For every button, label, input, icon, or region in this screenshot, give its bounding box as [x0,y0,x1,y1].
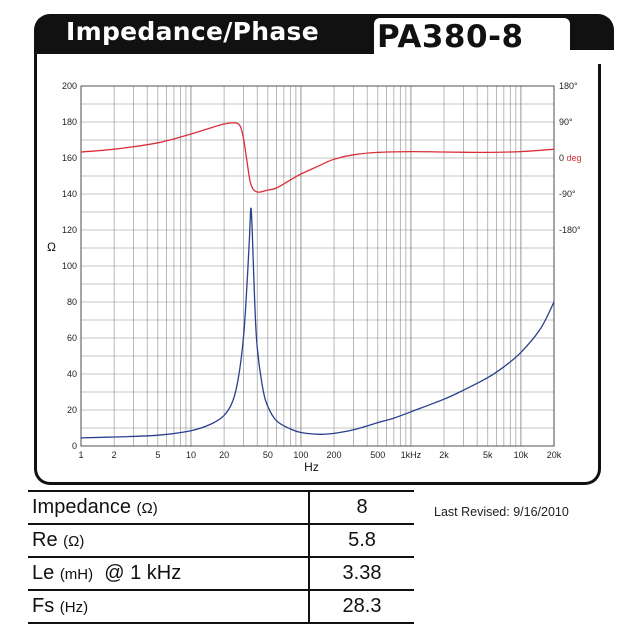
x-tick-label: 200 [327,450,342,460]
y2-tick-label: 180° [559,81,578,91]
y-tick-label: 140 [62,189,77,199]
x-tick-label: 5k [483,450,493,460]
y2-tick-unit: deg [564,153,582,163]
y-tick-label: 160 [62,153,77,163]
spec-row-fs: Fs (Hz) 28.3 [28,590,414,624]
x-tick-label: 2 [112,450,117,460]
spec-value: 8 [308,490,414,525]
spec-value: 5.8 [308,524,414,558]
y-tick-label: 20 [67,405,77,415]
x-tick-label: 10 [186,450,196,460]
y-tick-label: 200 [62,81,77,91]
model-name: PA380-8 [377,19,524,55]
spec-label: Fs (Hz) [28,590,309,624]
spec-row-le: Le (mH) @ 1 kHz 3.38 [28,557,414,591]
y2-tick-label: 90° [559,117,573,127]
chart-panel [34,50,601,485]
x-tick-label: 20 [219,450,229,460]
spec-label: Le (mH) @ 1 kHz [28,557,309,591]
x-axis-title: Hz [304,460,319,474]
last-revised: Last Revised: 9/16/2010 [434,505,569,519]
series-line-impedance [80,207,555,439]
y-tick-label: 120 [62,225,77,235]
panel-corner-mask [568,50,614,64]
spec-row-impedance: Impedance (Ω) 8 [28,490,414,525]
y-tick-label: 0 [72,441,77,451]
x-tick-label: 1 [78,450,83,460]
y-tick-label: 80 [67,297,77,307]
spec-table: Impedance (Ω) 8 Re (Ω) 5.8 Le (mH) @ 1 k… [28,490,414,624]
spec-label: Re (Ω) [28,524,309,558]
y2-tick-label: 0 deg [559,153,582,163]
x-tick-label: 5 [155,450,160,460]
x-tick-label: 10k [514,450,529,460]
plot-frame [80,85,555,447]
spec-value: 3.38 [308,557,414,591]
x-tick-label: 500 [370,450,385,460]
y-tick-label: 180 [62,117,77,127]
spec-value: 28.3 [308,590,414,624]
x-tick-label: 1kHz [401,450,422,460]
series-line-phase [80,122,555,193]
y-tick-label: 60 [67,333,77,343]
y-tick-label: 40 [67,369,77,379]
model-label-box [374,18,570,54]
y-tick-label: 100 [62,261,77,271]
spec-row-re: Re (Ω) 5.8 [28,524,414,558]
x-tick-label: 50 [263,450,273,460]
y2-tick-label: -180° [559,225,581,235]
y2-tick-label: -90° [559,189,576,199]
x-tick-label: 20k [547,450,562,460]
spec-label: Impedance (Ω) [28,490,309,525]
x-tick-label: 100 [293,450,308,460]
chart-title: Impedance/Phase [66,17,319,46]
x-tick-label: 2k [439,450,449,460]
y-axis-title: Ω [47,240,56,254]
